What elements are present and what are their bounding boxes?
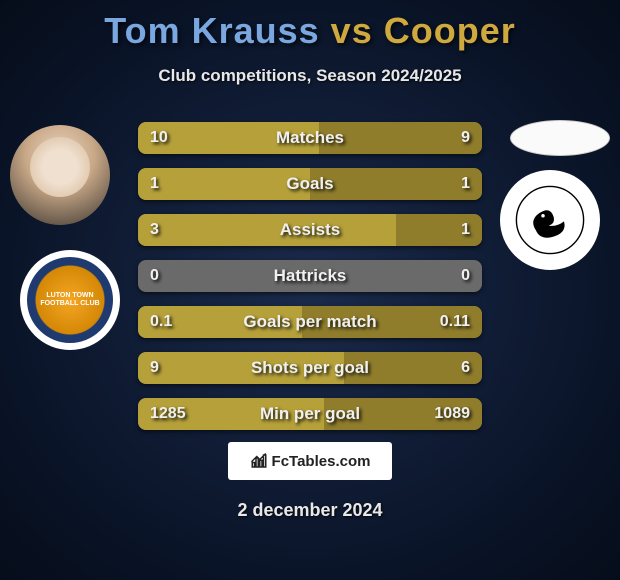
stat-row: Min per goal1285 1089 — [138, 398, 482, 430]
stat-value-left: 0.1 — [150, 306, 172, 338]
player1-club-badge: LUTON TOWN FOOTBALL CLUB — [20, 250, 120, 350]
stat-value-left: 1285 — [150, 398, 186, 430]
stat-label: Goals — [138, 168, 482, 200]
stat-value-left: 1 — [150, 168, 159, 200]
player2-name: Cooper — [384, 10, 516, 51]
stat-value-right: 1 — [461, 168, 470, 200]
stat-label: Matches — [138, 122, 482, 154]
stat-row: Assists3 1 — [138, 214, 482, 246]
luton-badge-icon: LUTON TOWN FOOTBALL CLUB — [27, 257, 113, 343]
comparison-title: Tom Krauss vs Cooper — [0, 0, 620, 52]
vs-text: vs — [331, 10, 373, 51]
stat-label: Hattricks — [138, 260, 482, 292]
stat-value-left: 0 — [150, 260, 159, 292]
stat-row: Hattricks0 0 — [138, 260, 482, 292]
stat-label: Assists — [138, 214, 482, 246]
date-text: 2 december 2024 — [0, 500, 620, 521]
stat-label: Goals per match — [138, 306, 482, 338]
stat-row: Shots per goal9 6 — [138, 352, 482, 384]
stat-value-right: 1 — [461, 214, 470, 246]
stat-row: Matches10 9 — [138, 122, 482, 154]
stat-value-left: 9 — [150, 352, 159, 384]
stat-value-right: 0.11 — [440, 306, 470, 338]
stat-value-left: 3 — [150, 214, 159, 246]
branding-text: FcTables.com — [272, 453, 371, 470]
subtitle-text: Club competitions, Season 2024/2025 — [0, 66, 620, 86]
stat-row: Goals per match0.1 0.11 — [138, 306, 482, 338]
player1-avatar — [10, 125, 110, 225]
branding-badge: FcTables.com — [228, 442, 392, 480]
chart-icon — [250, 452, 268, 470]
swansea-badge-icon — [515, 185, 585, 255]
player2-club-badge — [500, 170, 600, 270]
club-left-label: LUTON TOWN FOOTBALL CLUB — [30, 292, 110, 307]
stat-value-right: 1089 — [434, 398, 470, 430]
stat-label: Min per goal — [138, 398, 482, 430]
stat-value-right: 0 — [461, 260, 470, 292]
stat-label: Shots per goal — [138, 352, 482, 384]
player1-name: Tom Krauss — [104, 10, 319, 51]
stat-value-right: 9 — [461, 122, 470, 154]
stat-rows-container: Matches109Goals11Assists31Hattricks00Goa… — [138, 122, 482, 444]
player2-avatar — [510, 120, 610, 156]
stat-row: Goals1 1 — [138, 168, 482, 200]
stat-value-right: 6 — [461, 352, 470, 384]
stat-value-left: 10 — [150, 122, 168, 154]
